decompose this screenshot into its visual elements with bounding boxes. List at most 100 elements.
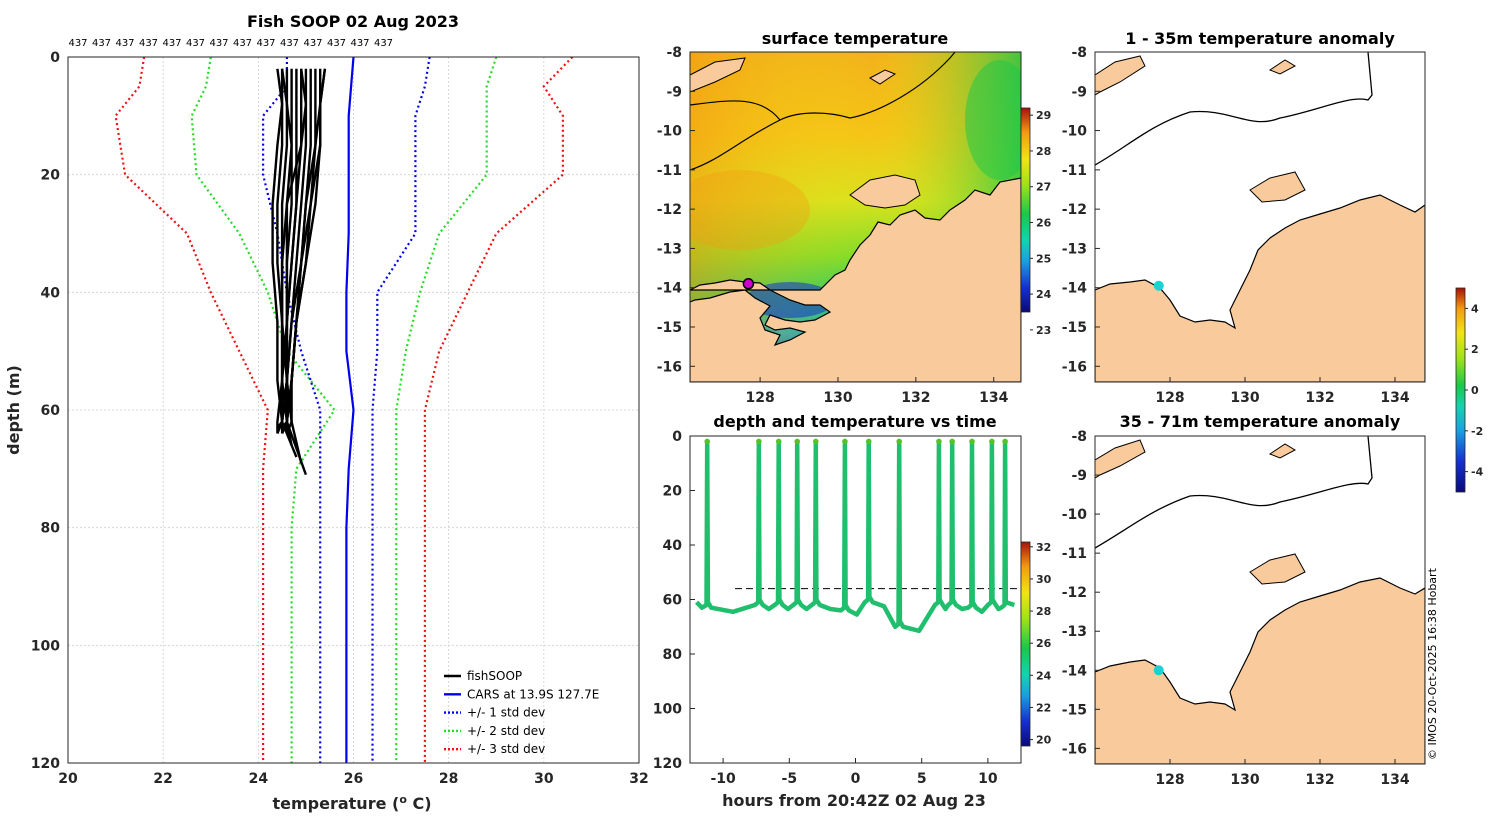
profile-x-label-unit: C) xyxy=(407,794,432,813)
profile-top-label: 437 xyxy=(209,38,228,49)
anomaly-bottom-y-tick-label: -12 xyxy=(1062,585,1087,601)
profile-x-tick-label: 22 xyxy=(153,771,172,787)
depth-time-surface-point xyxy=(842,438,848,445)
profile-x-tick-label: 32 xyxy=(629,771,648,787)
profile-y-tick-label: 20 xyxy=(41,168,61,184)
profile-fishsoop-line xyxy=(271,68,298,458)
profile-axes-box xyxy=(67,56,640,764)
profile-lines xyxy=(114,57,574,763)
depth-time-trace-line xyxy=(694,439,1016,634)
anomaly-bottom-land-island xyxy=(1095,439,1146,479)
anomaly-top-land xyxy=(1095,194,1425,382)
depth-time-surface-point xyxy=(969,438,975,445)
anomaly-bottom-y-ticks: -8 -9 -10 -11 -12 -13 -14 -15 -16 xyxy=(1062,429,1100,757)
anomaly-bottom-panel: 35 - 71m temperature anomaly 128 130 132 13… xyxy=(1062,287,1484,788)
sst-cool-patch xyxy=(965,60,1021,180)
depth-time-surface-point xyxy=(936,438,942,445)
depth-time-colorbar-tick-label: 32 xyxy=(1036,541,1051,554)
profile-std2-lower-line xyxy=(190,57,336,763)
anomaly-colorbar-tick-label: 4 xyxy=(1471,302,1479,315)
depth-time-colorbar-tick-label: 24 xyxy=(1036,669,1052,682)
profile-title: Fish SOOP 02 Aug 2023 xyxy=(247,12,459,31)
anomaly-bottom-y-tick-label: -16 xyxy=(1062,741,1087,757)
legend-label: +/- 1 std dev xyxy=(467,706,545,720)
anomaly-colorbar-tick-label: -4 xyxy=(1471,466,1484,479)
anomaly-bottom-y-tick-label: -9 xyxy=(1071,468,1087,484)
sst-y-tick-label: -10 xyxy=(657,124,683,140)
depth-time-colorbar-tick-label: 22 xyxy=(1036,701,1051,714)
profile-x-tick-label: 20 xyxy=(58,771,78,787)
sst-warm-patch xyxy=(690,170,810,250)
profile-panel: Fish SOOP 02 Aug 2023 437 437 437 437 437 437… xyxy=(4,12,649,813)
anomaly-bottom-land-peninsula xyxy=(1249,553,1306,585)
anomaly-top-contour xyxy=(1095,52,1373,166)
anomaly-top-station-marker xyxy=(1153,280,1164,291)
sst-contour-2 xyxy=(690,119,781,171)
profile-top-label: 437 xyxy=(115,38,134,49)
profile-top-label: 437 xyxy=(186,38,205,49)
anomaly-colorbar-tick-label: 2 xyxy=(1471,343,1479,356)
profile-top-label: 437 xyxy=(350,38,369,49)
anomaly-bottom-x-tick-label: 130 xyxy=(1230,772,1259,788)
anomaly-top-title: 1 - 35m temperature anomaly xyxy=(1125,29,1395,48)
profile-fishsoop-line xyxy=(285,68,327,434)
sst-x-tick-label: 134 xyxy=(979,390,1008,406)
depth-time-surface-point xyxy=(1002,438,1008,445)
anomaly-top-y-tick-label: -13 xyxy=(1062,241,1087,257)
profile-y-ticks: 0 20 40 60 80 100 120 xyxy=(31,50,60,772)
profile-fishsoop-line xyxy=(280,68,293,434)
anomaly-top-y-tick-label: -9 xyxy=(1071,84,1087,100)
depth-time-colorbar-ticks: 20 22 24 26 28 30 32 xyxy=(1030,541,1052,747)
anomaly-top-x-tick-label: 128 xyxy=(1155,390,1184,406)
profile-std1-upper-line xyxy=(371,57,431,763)
profile-top-label: 437 xyxy=(92,38,111,49)
sst-colorbar-tick-label: 25 xyxy=(1036,252,1051,265)
anomaly-bottom-y-tick-label: -10 xyxy=(1062,507,1088,523)
anomaly-bottom-station-marker xyxy=(1153,665,1164,676)
depth-time-trace xyxy=(694,438,1016,634)
depth-time-x-tick-label: -5 xyxy=(782,771,798,787)
depth-time-plot-area xyxy=(690,436,1021,763)
anomaly-bottom-x-ticks: 128 130 132 134 xyxy=(1155,759,1410,788)
depth-time-y-tick-label: 120 xyxy=(653,756,682,772)
depth-time-x-tick-label: 10 xyxy=(978,771,998,787)
profile-x-tick-label: 24 xyxy=(249,771,269,787)
profile-top-label: 437 xyxy=(327,38,346,49)
sst-colorbar-tick-label: 29 xyxy=(1036,109,1051,122)
anomaly-top-x-tick-label: 132 xyxy=(1305,390,1334,406)
profile-y-tick-label: 120 xyxy=(31,756,60,772)
anomaly-bottom-y-tick-label: -8 xyxy=(1071,429,1087,445)
anomaly-top-land-peninsula xyxy=(1249,171,1306,203)
profile-x-label-sup: o xyxy=(399,793,407,806)
depth-time-colorbar-tick-label: 26 xyxy=(1036,637,1052,650)
sst-colorbar-tick-label: 23 xyxy=(1036,324,1051,337)
profile-y-label: depth (m) xyxy=(4,365,23,455)
depth-time-y-ticks: 0 20 40 60 80 100 120 xyxy=(653,429,695,772)
sst-y-tick-label: -8 xyxy=(666,45,682,61)
depth-time-y-tick-label: 20 xyxy=(663,484,683,500)
profile-fishsoop-line xyxy=(285,68,327,434)
profile-fishsoop-line xyxy=(276,68,308,434)
sst-x-tick-label: 128 xyxy=(745,390,774,406)
profile-top-label: 437 xyxy=(139,38,158,49)
sst-x-ticks: 128 130 132 134 xyxy=(745,377,1009,406)
sst-contour xyxy=(690,52,956,121)
sst-land-islet xyxy=(868,69,897,85)
profile-cars-line xyxy=(345,57,355,763)
profile-y-tick-label: 80 xyxy=(41,521,61,537)
depth-time-surface-point xyxy=(794,438,801,445)
profile-fishsoop-line xyxy=(276,68,303,434)
anomaly-bottom-x-tick-label: 134 xyxy=(1380,772,1409,788)
anomaly-top-axes-box xyxy=(1094,51,1426,383)
depth-time-x-tick-label: 5 xyxy=(917,771,927,787)
depth-time-y-tick-label: 80 xyxy=(663,647,683,663)
sst-colorbar-tick-label: 26 xyxy=(1036,217,1052,230)
profile-x-tick-label: 26 xyxy=(344,771,363,787)
anomaly-bottom-axes-box xyxy=(1094,435,1426,765)
anomaly-top-y-tick-label: -15 xyxy=(1062,320,1087,336)
sst-colorbar-tick-label: 24 xyxy=(1036,288,1052,301)
anomaly-bottom-y-tick-label: -15 xyxy=(1062,702,1087,718)
anomaly-bottom-map xyxy=(1095,436,1425,764)
profile-top-label: 437 xyxy=(374,38,393,49)
